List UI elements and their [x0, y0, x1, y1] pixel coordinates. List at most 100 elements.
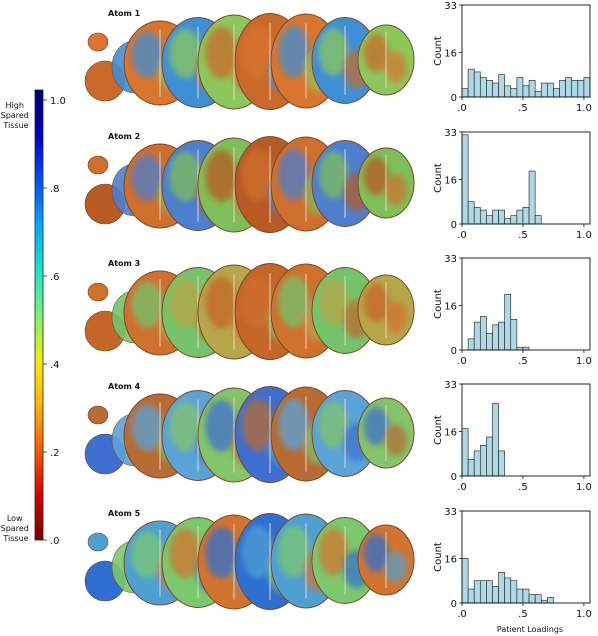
histogram-bar [461, 88, 469, 98]
histogram-bar [486, 580, 493, 604]
histogram-panel: 0 16 33 .0 .5 1.0 Count [433, 128, 592, 241]
brain-slice-small [87, 155, 109, 175]
y-axis-label: Count [433, 163, 444, 193]
histogram-bar [528, 79, 536, 98]
brain-slice [311, 390, 379, 477]
histogram-frame [461, 510, 591, 604]
histogram-bar [522, 85, 530, 98]
colorbar: 1.0 .8 .6 .4 .2 .0 High Spared Tissue Low Spa… [1, 89, 66, 547]
y-tick-label: 0 [451, 472, 457, 483]
histogram-bar [473, 71, 481, 98]
y-tick-label: 33 [444, 128, 457, 139]
brain-row: Atom 3 [84, 259, 415, 360]
brain-slice-small [87, 532, 109, 552]
histogram-bar [577, 79, 585, 98]
histogram-bar [498, 450, 505, 477]
x-tick-label: 1.0 [576, 482, 592, 493]
histogram-bar [504, 218, 512, 225]
histogram-bar [461, 134, 469, 225]
histogram-bar [510, 215, 518, 225]
colorbar-ticks: 1.0 .8 .6 .4 .2 .0 [43, 96, 66, 547]
brain-row: Atom 5 [84, 509, 415, 610]
loading-histograms: 0 16 33 .0 .5 1.0 Count 0 16 33 .0 .5 1.0 Count 0 16 33.… [433, 1, 592, 620]
colorbar-tick-label: .8 [50, 184, 60, 195]
histogram-bar [540, 82, 548, 98]
histogram-bar [516, 209, 524, 225]
x-tick-label: 1.0 [576, 356, 592, 367]
histogram-bar [473, 450, 481, 477]
y-tick-label: 0 [451, 93, 457, 104]
colorbar-tick-label: 1.0 [50, 96, 66, 107]
histogram-bar [534, 594, 542, 604]
histogram-bar [479, 445, 487, 477]
brain-slice [357, 24, 415, 96]
brain-slice-rows: Atom 1 Atom 2 Atom 3 Atom 4 Atom 5 [84, 9, 415, 610]
atom-label: Atom 3 [108, 259, 140, 268]
histogram-bar [547, 82, 554, 98]
histogram-bar [498, 321, 505, 351]
histogram-bar [492, 403, 499, 477]
y-tick-label: 33 [444, 507, 457, 518]
histogram-bar [516, 588, 524, 604]
x-tick-label: .0 [457, 103, 467, 114]
histogram-bar [504, 293, 512, 351]
histogram-bar [467, 458, 475, 477]
histogram-bar [522, 206, 530, 225]
histogram-frame [461, 131, 591, 225]
histogram-bar [479, 209, 487, 225]
colorbar-low-label: Low Spared Tissue [1, 514, 32, 543]
histogram-bar [492, 585, 499, 604]
brain-slice [357, 274, 415, 346]
histogram-bar [510, 319, 518, 351]
brain-row: Atom 2 [84, 132, 415, 233]
y-axis-label: Count [433, 36, 444, 66]
histogram-bar [528, 170, 536, 225]
colorbar-tick-label: .4 [50, 360, 60, 371]
histogram-bar [510, 580, 518, 604]
histogram-bar [473, 321, 481, 351]
histogram-bar [467, 201, 475, 225]
x-tick-label: 1.0 [576, 230, 592, 241]
y-tick-label: 0 [451, 599, 457, 610]
histogram-frame [461, 4, 591, 98]
brain-slice [311, 140, 379, 227]
histogram-frame [461, 257, 591, 351]
x-tick-label: .0 [457, 482, 467, 493]
histogram-bar [522, 588, 530, 604]
y-tick-label: 16 [444, 554, 457, 565]
x-tick-label: .0 [457, 609, 467, 620]
histogram-bar [486, 215, 493, 225]
histogram-bar [498, 209, 505, 225]
histogram-panel: 0 16 33 .0 .5 1.0 Count [433, 254, 592, 367]
y-tick-label: 16 [444, 175, 457, 186]
x-axis-label: Patient Loadings [497, 625, 563, 634]
histogram-bar [473, 580, 481, 604]
histogram-bar [534, 215, 542, 225]
y-axis-label: Count [433, 542, 444, 572]
colorbar-gradient [34, 89, 44, 541]
brain-slice [357, 397, 415, 469]
histogram-bar [510, 88, 518, 98]
y-tick-label: 16 [444, 427, 457, 438]
histogram-panel: 0 16 33 .0 .5 1.0 Count [433, 380, 592, 493]
atom-label: Atom 2 [108, 132, 140, 141]
histogram-bar [528, 594, 536, 604]
brain-row: Atom 4 [84, 382, 415, 483]
histogram-bar [492, 82, 499, 98]
histogram-bar [461, 558, 469, 604]
histogram-bar [479, 316, 487, 351]
x-tick-label: 1.0 [576, 609, 592, 620]
colorbar-tick-label: .2 [50, 448, 60, 459]
histogram-bar [467, 68, 475, 98]
brain-slice [311, 17, 379, 104]
atom-label: Atom 5 [108, 509, 141, 518]
y-tick-label: 33 [444, 254, 457, 265]
x-tick-label: .0 [457, 230, 467, 241]
y-axis-label: Count [433, 415, 444, 445]
histogram-bar [504, 85, 512, 98]
histogram-bar [473, 206, 481, 225]
y-axis-label: Count [433, 289, 444, 319]
x-tick-label: .5 [518, 103, 528, 114]
colorbar-tick-label: .0 [50, 536, 60, 547]
atom-label: Atom 4 [108, 382, 141, 391]
